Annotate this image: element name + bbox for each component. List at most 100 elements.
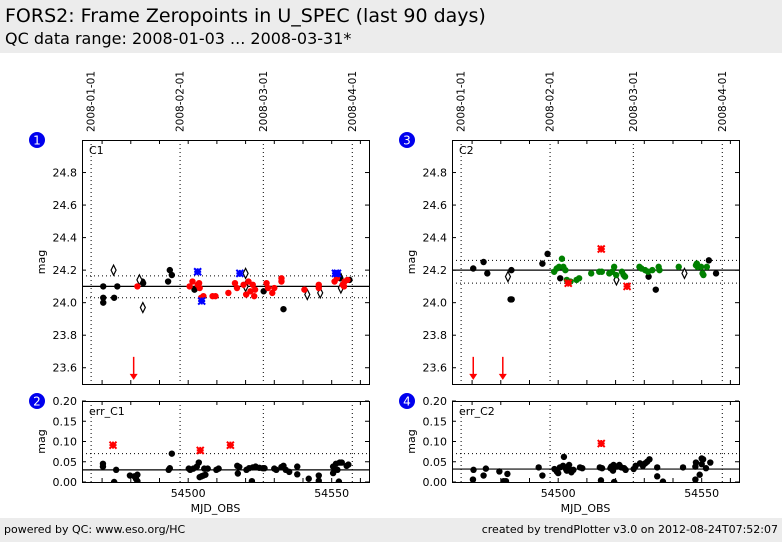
data-point (134, 471, 141, 478)
data-point (587, 270, 595, 277)
ytick-label: 0.00 (423, 476, 448, 489)
data-point (271, 284, 278, 292)
data-point (700, 271, 707, 279)
panel-c1: 1 23.6 23.8 24.0 24.2 24.4 24.6 24.8 2008-01-01 2… (29, 71, 370, 385)
data-point (134, 283, 141, 290)
xtick-label: 54500 (171, 487, 206, 500)
xtick-label: 54550 (314, 487, 349, 500)
data-point (335, 478, 343, 482)
data-point (539, 472, 546, 479)
ytick-label: 23.6 (423, 362, 448, 375)
data-point (698, 460, 705, 468)
ytick-label: 24.6 (53, 199, 78, 212)
data-point (707, 459, 714, 466)
data-point (645, 273, 652, 280)
data-point (610, 263, 618, 271)
data-point (504, 470, 511, 478)
data-point (544, 250, 551, 258)
data-point (560, 453, 568, 461)
data-point (294, 463, 301, 470)
data-point (191, 286, 198, 293)
panel-badge (29, 393, 45, 409)
data-point (469, 476, 477, 482)
data-point (649, 266, 656, 274)
date-tick-label: 2008-01-01 (86, 71, 98, 132)
data-point (535, 464, 542, 471)
ytick-label: 0.05 (423, 456, 448, 469)
data-point-star (108, 440, 118, 450)
data-point (659, 478, 667, 482)
data-point (654, 473, 661, 480)
data-point (702, 465, 710, 472)
panel-err-c2: 4 0.00 0.05 0.10 0.15 0.20 54500 54550 MJD_OBS ma… (399, 393, 740, 515)
ytick-label: 24.6 (423, 199, 448, 212)
data-point (249, 281, 256, 288)
data-point (269, 289, 276, 297)
data-point (315, 472, 322, 479)
data-point (703, 263, 711, 271)
data-point (562, 266, 569, 274)
data-point (278, 278, 285, 285)
ytick-label: 23.8 (53, 329, 78, 342)
ytick-label: 24.0 (53, 297, 78, 310)
series-black (100, 266, 353, 313)
data-point (699, 456, 707, 463)
data-point-star (193, 267, 202, 276)
data-point (621, 273, 629, 280)
data-point (345, 461, 352, 468)
series-red (108, 440, 235, 455)
data-point (236, 463, 243, 471)
plot-frame (452, 140, 740, 385)
upper-limit-arrow-head (469, 373, 478, 380)
data-point (598, 465, 606, 472)
data-point (570, 466, 577, 474)
data-point (482, 465, 490, 472)
data-point (579, 465, 586, 472)
ytick-label: 0.00 (53, 476, 78, 489)
xtick-label: 54550 (684, 487, 719, 500)
data-point (100, 299, 107, 306)
data-point (110, 294, 118, 301)
trend-plots: 1 23.6 23.8 24.0 24.2 24.4 24.6 24.8 2008-01-01 2… (29, 71, 740, 515)
data-point (305, 475, 312, 482)
data-point (280, 305, 287, 313)
panel-badge-number: 2 (33, 395, 41, 409)
series-black (469, 453, 714, 482)
data-point-star (197, 296, 206, 306)
data-point (508, 296, 515, 303)
data-point (261, 465, 268, 472)
data-point (248, 477, 256, 482)
qc-data-range: QC data range: 2008-01-03 ... 2008-03-31… (5, 29, 352, 48)
data-point (110, 478, 118, 482)
data-point (166, 465, 174, 472)
series-red (597, 439, 606, 448)
data-point (286, 468, 293, 476)
data-point (334, 466, 341, 474)
data-point (705, 257, 713, 264)
data-points (469, 244, 720, 380)
data-point (212, 292, 219, 300)
data-point (484, 270, 491, 277)
series-black (99, 450, 352, 482)
data-point (610, 478, 618, 482)
data-point (622, 466, 629, 474)
ytick-label: 23.8 (423, 329, 448, 342)
data-point (554, 469, 562, 477)
plot-frame (82, 401, 370, 483)
data-point (340, 283, 348, 290)
panel-err-c1: 2 0.00 0.05 0.10 0.15 0.20 54500 54550 MJD_OBS ma… (29, 393, 370, 515)
panel-label: C2 (459, 144, 474, 157)
x-axis-label: MJD_OBS (191, 502, 241, 515)
panel-badge (399, 132, 415, 148)
data-point (114, 283, 121, 290)
data-point (215, 465, 222, 472)
data-point (189, 278, 196, 285)
series-black (470, 250, 720, 303)
series-open (110, 263, 345, 314)
data-point (556, 275, 564, 282)
ytick-label: 24.4 (53, 232, 78, 245)
xtick-label: 54500 (541, 487, 576, 500)
data-point (652, 286, 659, 293)
data-point (100, 294, 107, 301)
date-tick-label: 2008-03-01 (628, 71, 640, 132)
